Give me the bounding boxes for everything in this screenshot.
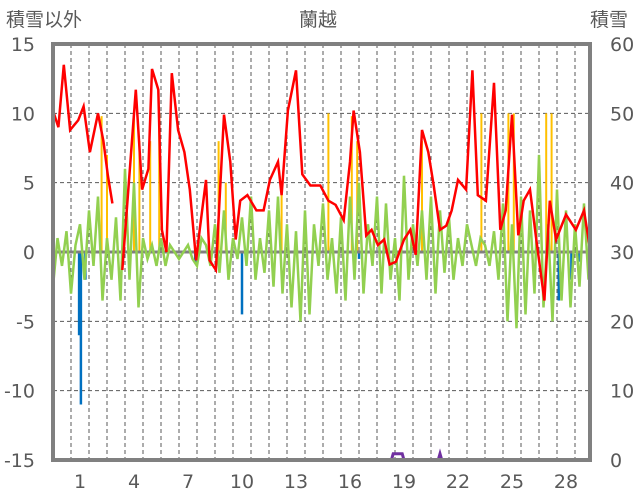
- x-tick-label: 22: [446, 471, 470, 493]
- x-tick-label: 28: [554, 471, 578, 493]
- left-tick-label: -10: [4, 381, 35, 403]
- red-series-line: [121, 68, 591, 301]
- left-tick-label: -5: [16, 311, 35, 333]
- x-tick-label: 13: [284, 471, 308, 493]
- plot-border: [51, 42, 592, 462]
- x-tick-label: 16: [338, 471, 362, 493]
- right-tick-label: 40: [610, 173, 634, 195]
- right-tick-label: 0: [610, 450, 622, 472]
- green-series-line: [51, 154, 590, 329]
- right-axis-title: 積雪: [590, 9, 628, 31]
- x-tick-label: 1: [74, 471, 86, 493]
- x-tick-label: 19: [392, 471, 416, 493]
- left-tick-label: 0: [23, 242, 35, 264]
- right-tick-label: 60: [610, 34, 634, 56]
- right-tick-label: 20: [610, 311, 634, 333]
- left-tick-label: 15: [11, 34, 35, 56]
- x-tick-label: 7: [182, 471, 194, 493]
- left-axis-title: 積雪以外: [6, 9, 82, 31]
- right-tick-label: 10: [610, 381, 634, 403]
- right-tick-label: 50: [610, 103, 634, 125]
- chart-title: 蘭越: [299, 9, 337, 31]
- left-tick-label: 5: [23, 173, 35, 195]
- x-tick-label: 25: [500, 471, 524, 493]
- left-tick-label: -15: [4, 450, 35, 472]
- right-tick-label: 30: [610, 242, 634, 264]
- red-series-line: [52, 64, 114, 204]
- x-tick-label: 10: [230, 471, 254, 493]
- left-tick-label: 10: [11, 103, 35, 125]
- x-tick-label: 4: [128, 471, 140, 493]
